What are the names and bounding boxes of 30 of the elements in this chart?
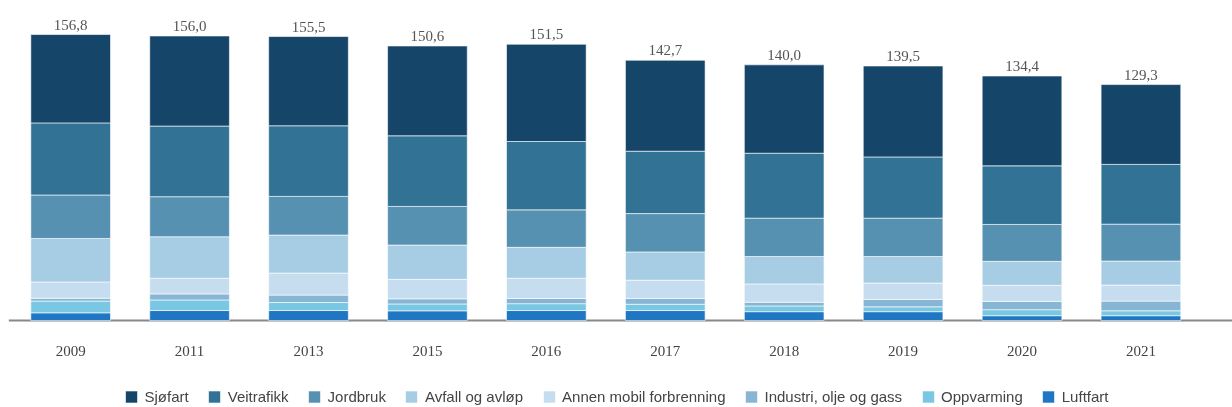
x-tick-label: 2013 (293, 343, 324, 360)
bar (862, 311, 944, 321)
annotation: 151,5 (529, 26, 564, 43)
annotation: 142,7 (648, 42, 683, 59)
bar (1100, 315, 1182, 321)
x-tick-label: 2009 (55, 343, 86, 360)
annotation: 156,8 (53, 16, 88, 33)
x-tick-label: 2020 (1007, 343, 1038, 360)
legend-label: Luftfart (1061, 388, 1109, 405)
annotation: 156,0 (172, 17, 207, 34)
legend-label: Industri, olje og gass (764, 388, 903, 405)
x-tick-label: 2011 (174, 343, 205, 360)
legend-label: Oppvarming (941, 388, 1023, 405)
legend-label: Avfall og avløp (424, 388, 524, 405)
x-tick-label: 2018 (769, 343, 800, 360)
x-tick-label: 2015 (412, 343, 443, 360)
x-tick-label: 2019 (888, 343, 919, 360)
legend-label: Annen mobil forbrenning (562, 388, 726, 405)
legend-label: Jordbruk (327, 388, 386, 405)
annotation: 134,4 (1005, 58, 1040, 75)
annotation: 155,5 (291, 18, 326, 35)
x-tick-label: 2017 (650, 343, 681, 360)
annotation: 139,5 (886, 48, 920, 64)
x-tick-label: 2021 (1125, 343, 1156, 360)
annotation: 150,6 (410, 27, 445, 44)
legend-label: Sjøfart (144, 388, 189, 405)
x-tick-label: 2016 (531, 343, 562, 360)
legend-label: Veitrafikk (227, 388, 289, 405)
annotation: 140,0 (767, 46, 802, 63)
annotation: 129,3 (1124, 66, 1158, 83)
